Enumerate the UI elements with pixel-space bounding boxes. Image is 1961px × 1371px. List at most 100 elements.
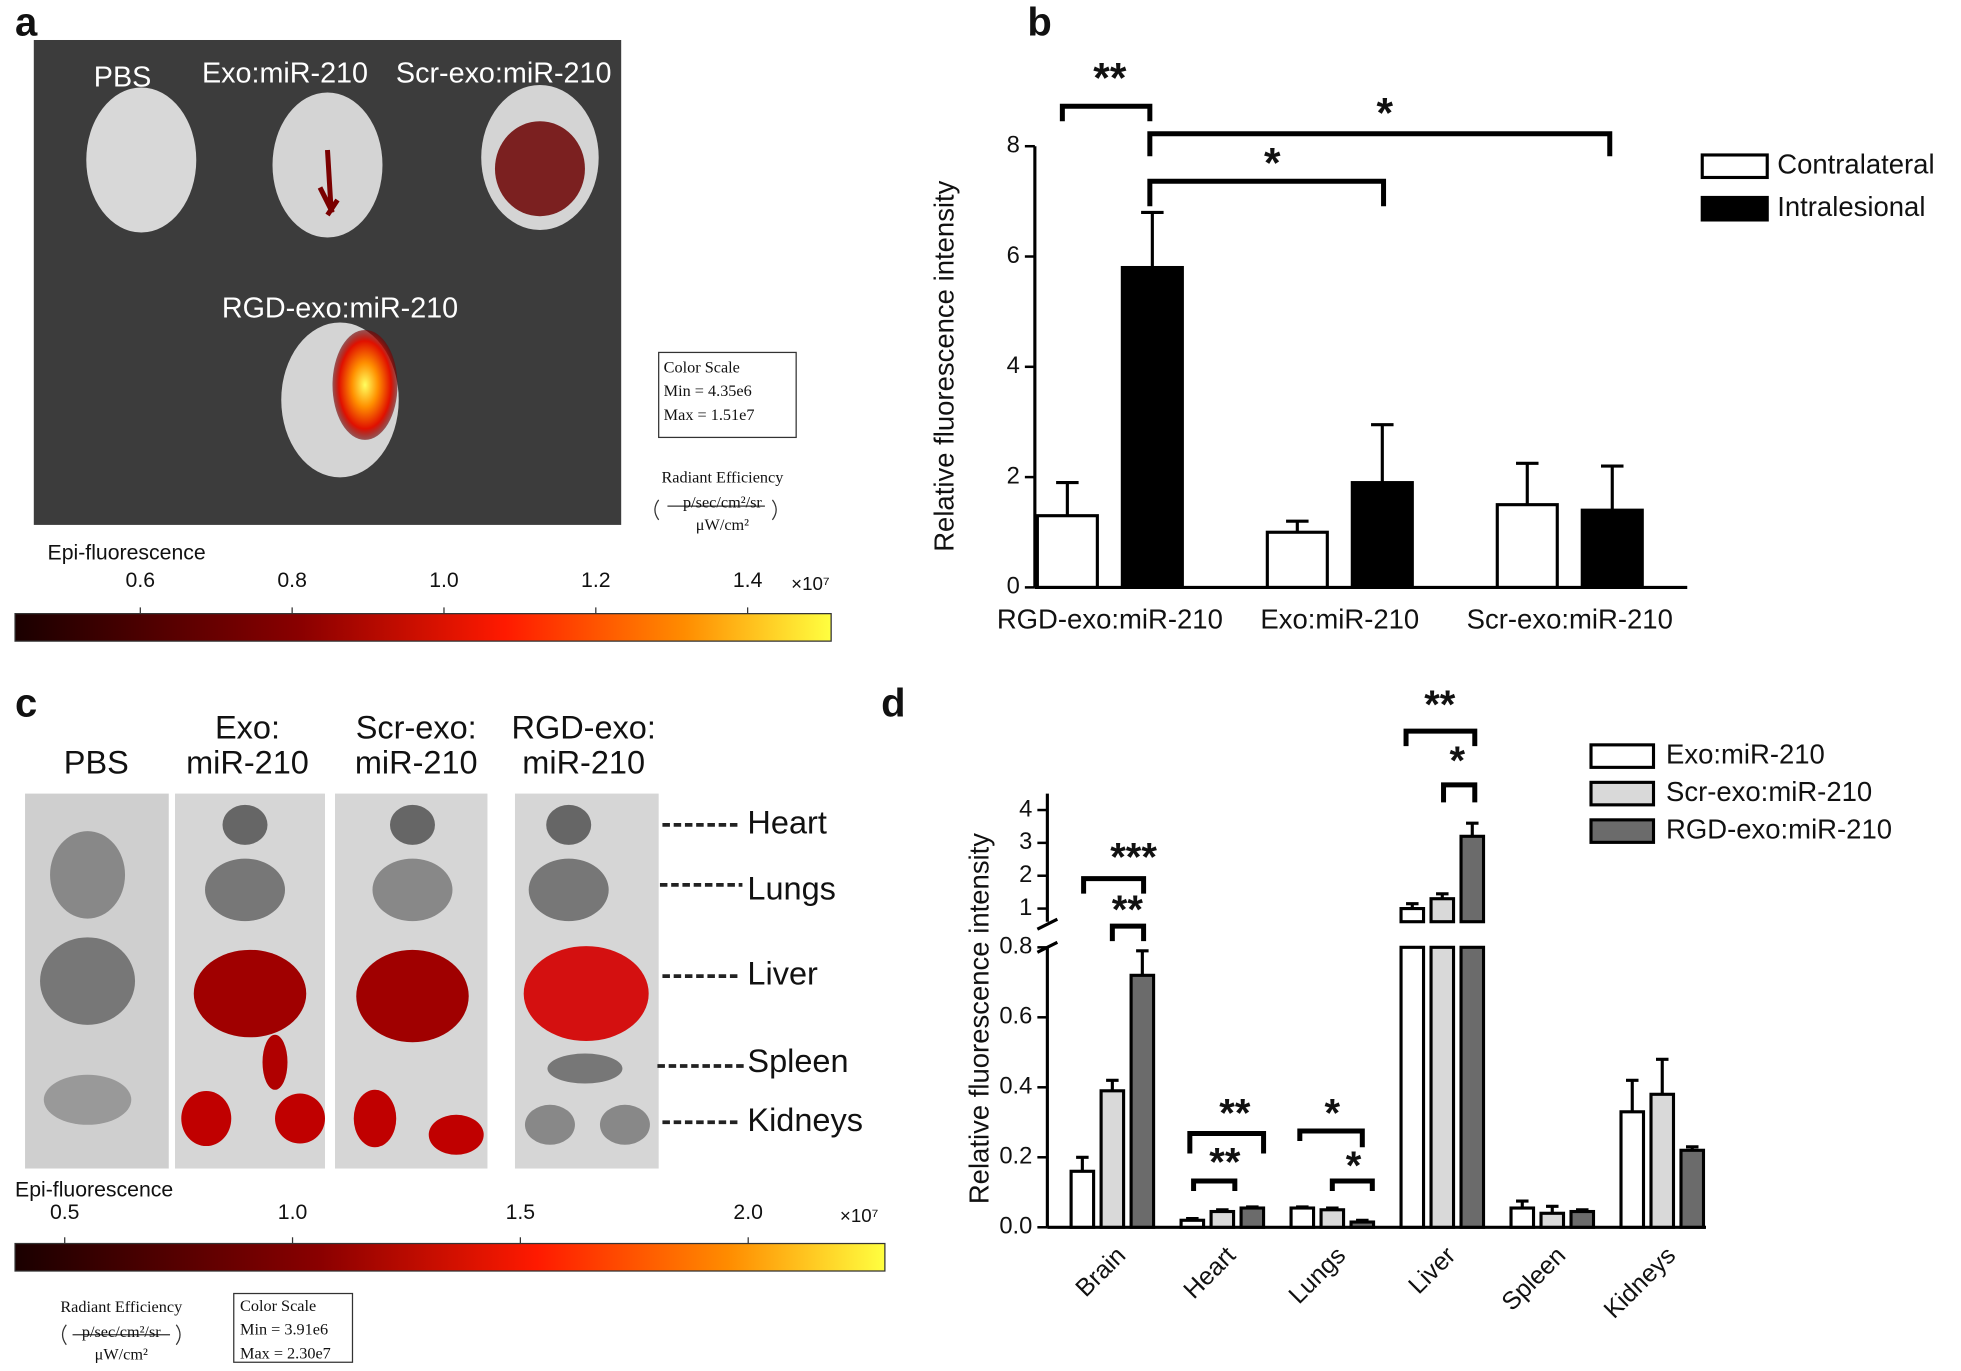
colorbar-tick-label: 0.8 [277,568,307,592]
y-tick-label: 1 [1019,895,1032,921]
image-label: Exo:miR-210 [202,58,368,90]
image-label: RGD-exo:miR-210 [222,293,458,325]
units-title: Radiant Efficiency [60,1298,183,1316]
image-label: Exo: [215,709,280,745]
bar [1239,1206,1266,1229]
legend-label: Contralateral [1777,148,1934,179]
bar [1120,265,1184,589]
x-tick-label: Scr-exo:miR-210 [1467,603,1673,634]
significance: *** [1110,835,1157,879]
x-tick-label: Kidneys [1599,1241,1682,1324]
color-scale-text: Max = 1.51e7 [664,406,755,424]
bar [1350,481,1414,589]
error-bar [1246,1205,1259,1209]
x-tick-label: Exo:miR-210 [1260,603,1419,634]
image-label: miR-210 [522,744,645,780]
y-tick-label: 2 [1007,463,1020,489]
axis-break [1036,917,1059,954]
error-bar [1466,821,1479,837]
bar [1569,1209,1596,1229]
significance: ** [1209,1140,1241,1184]
error-bar [1626,1078,1639,1112]
y-axis-label: Relative fluorescence intensity [928,180,959,551]
units-numerator: p/sec/cm²/sr [683,493,762,511]
error-bar [1516,461,1539,505]
legend-swatch [1589,780,1656,807]
significance-brackets [1059,103,1613,1192]
image-label: Scr-exo: [356,709,477,745]
y-tick-label: 0.6 [999,1004,1032,1030]
colorbar-tick-label: 0.6 [126,568,156,592]
organ-label: Spleen [747,1043,848,1079]
panel-letter: b [1027,1,1051,45]
y-axis-label: Relative fluorescence intensity [963,833,994,1204]
y-tick-label: 0.8 [999,934,1032,960]
y-tick-label: 4 [1019,796,1032,822]
image-label: Scr-exo:miR-210 [396,58,612,90]
colorbar-tick-label: 1.4 [733,568,763,592]
color-scale-text: Min = 3.91e6 [240,1321,328,1339]
significance: ** [1093,55,1127,102]
bar [1649,1092,1676,1229]
y-tick-label: 0 [1007,574,1020,600]
legend-swatch [1589,743,1656,769]
colorbar-multiplier: ×10⁷ [791,573,830,594]
significance: * [1264,140,1281,187]
organ-label: Kidneys [747,1102,863,1138]
error-bar [1436,892,1449,899]
y-tick-label: 3 [1019,829,1032,855]
image-label: RGD-exo: [511,709,655,745]
bar [1035,514,1099,589]
image-label: PBS [94,61,152,93]
error-bar [1356,1218,1369,1223]
legend-label: Scr-exo:miR-210 [1666,776,1872,807]
error-bar [1656,1057,1669,1095]
error-bar [1141,210,1164,268]
colorbar-tick-label: 0.5 [50,1200,80,1224]
y-tick-label: 0.2 [999,1144,1032,1170]
bar [1619,1110,1646,1229]
panel-c-image [14,793,886,1363]
legend-swatch [1700,195,1769,222]
colorbar-title: Epi-fluorescence [15,1178,173,1202]
bar [1459,834,1486,924]
error-bar [1516,1199,1529,1209]
bar [1459,945,1486,1229]
colorbar-tick-label: 1.0 [429,568,459,592]
bar [1429,897,1456,924]
y-tick-label: 2 [1019,862,1032,888]
colorbar-tick-label: 1.5 [506,1200,536,1224]
error-bar [1326,1206,1339,1210]
y-tick-label: 0.0 [999,1214,1032,1240]
bar [1069,1169,1096,1229]
x-tick-label: Heart [1178,1241,1241,1304]
bar [1099,1089,1126,1229]
panel-letter: c [15,682,37,726]
x-tick-label: Lungs [1283,1241,1351,1309]
y-tick-label: 6 [1007,243,1020,269]
significance: ** [1219,1092,1251,1136]
organ-label: Lungs [747,871,836,907]
legend-label: Intralesional [1777,191,1925,222]
y-tick-label: 4 [1007,353,1020,379]
units-numerator: p/sec/cm²/sr [82,1323,161,1341]
error-bar [1406,902,1419,909]
error-bar [1546,1204,1559,1214]
bar [1539,1211,1566,1229]
image-label: miR-210 [355,744,478,780]
bar [1679,1148,1706,1229]
significance: * [1325,1092,1341,1136]
color-scale-text: Color Scale [240,1297,316,1315]
error-bar [1371,423,1394,483]
colorbar-tick-label: 2.0 [733,1200,763,1224]
image-label: miR-210 [186,744,309,780]
significance: * [1450,739,1466,783]
significance: * [1377,90,1394,137]
bar [1429,945,1456,1229]
organ-label: Liver [747,956,818,992]
panel-a-image [14,39,832,642]
legend-label: Exo:miR-210 [1666,738,1825,769]
error-bar [1056,481,1079,516]
color-scale-text: Min = 4.35e6 [664,382,752,400]
